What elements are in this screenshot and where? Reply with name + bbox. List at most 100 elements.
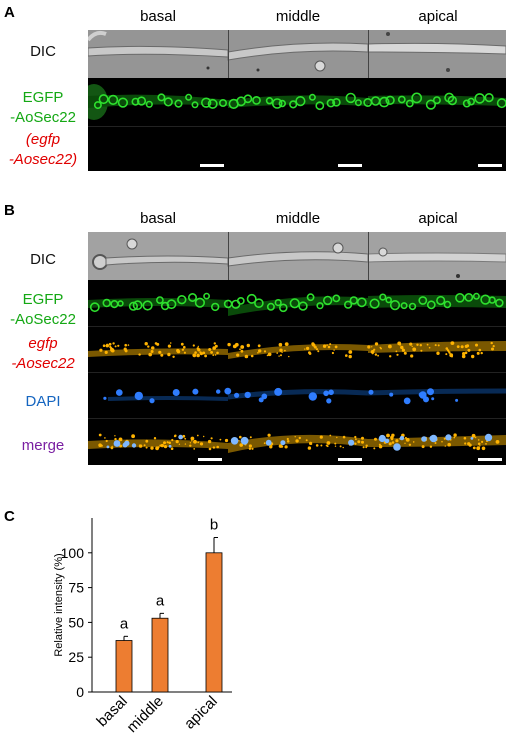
fluorescent-spot — [286, 437, 289, 441]
fluorescent-punctum — [298, 301, 308, 311]
fluorescent-spot — [134, 391, 143, 401]
fluorescent-spot — [470, 437, 474, 440]
fluorescent-spot — [456, 345, 460, 348]
fluorescent-spot — [192, 388, 199, 395]
fluorescent-spot — [333, 349, 335, 351]
fluorescent-punctum — [408, 302, 417, 311]
fluorescent-spot — [481, 446, 486, 451]
fluorescent-spot — [114, 435, 116, 437]
fluorescent-spot — [484, 433, 493, 442]
panel-b-col-apical: apical — [418, 210, 458, 227]
fluorescent-spot — [354, 442, 357, 445]
fluorescent-punctum — [89, 302, 100, 313]
fluorescent-spot — [471, 354, 475, 359]
fluorescent-spot — [239, 435, 242, 439]
panel-b-row-egfp-2: -AoSec22 — [10, 311, 76, 328]
fluorescent-punctum — [98, 94, 109, 105]
fluorescent-spot — [172, 355, 175, 358]
fluorescent-spot — [361, 440, 364, 444]
fluorescent-spot — [354, 435, 357, 439]
fluorescent-spot — [236, 353, 240, 357]
fluorescent-spot — [207, 439, 212, 444]
fluorescent-spot — [116, 389, 123, 396]
fluorescent-spot — [191, 440, 193, 442]
fluorescent-spot — [145, 446, 148, 449]
fluorescent-spot — [176, 349, 181, 354]
fluorescent-spot — [445, 434, 452, 441]
fluorescent-spot — [251, 447, 254, 450]
fluorescent-punctum — [131, 97, 140, 106]
category-label-apical: apical — [181, 693, 221, 733]
fluorescent-spot — [210, 437, 213, 440]
fluorescent-spot — [315, 348, 319, 351]
fluorescent-punctum — [203, 292, 210, 300]
fluorescent-spot — [374, 342, 379, 346]
scale-bar — [338, 458, 362, 461]
fluorescent-punctum — [157, 93, 166, 102]
fluorescent-punctum — [315, 101, 325, 111]
fluorescent-punctum — [455, 292, 465, 303]
fluorescent-punctum — [289, 298, 300, 309]
fluorescent-spot — [163, 441, 166, 445]
fluorescent-spot — [447, 442, 452, 447]
fluorescent-spot — [429, 435, 435, 441]
fluorescent-spot — [403, 351, 407, 355]
fluorescent-spot — [434, 442, 437, 444]
fluorescent-spot — [445, 353, 448, 356]
fluorescent-spot — [127, 344, 130, 346]
panel-b-row-dapi: DAPI — [25, 393, 61, 410]
fluorescent-spot — [396, 353, 399, 356]
fluorescent-spot — [298, 436, 301, 440]
fluorescent-punctum — [163, 97, 173, 107]
fluorescent-spot — [314, 346, 317, 349]
fluorescent-spot — [199, 352, 203, 356]
fluorescent-punctum — [145, 100, 153, 108]
significance-label: a — [120, 615, 129, 632]
fluorescent-spot — [230, 437, 239, 445]
fluorescent-spot — [138, 444, 143, 448]
fluorescent-spot — [244, 354, 249, 359]
fluorescent-punctum — [397, 95, 406, 104]
fluorescent-spot — [160, 353, 164, 357]
fluorescent-punctum — [356, 297, 367, 308]
fluorescent-punctum — [405, 99, 414, 108]
fluorescent-spot — [110, 349, 112, 352]
fluorescent-spot — [472, 446, 476, 450]
fluorescent-punctum — [316, 302, 324, 310]
fluorescent-spot — [196, 353, 200, 358]
fluorescent-spot — [216, 389, 221, 394]
fluorescent-spot — [309, 441, 313, 445]
fluorescent-spot — [224, 438, 229, 443]
fluorescent-spot — [197, 345, 199, 348]
fluorescent-spot — [404, 436, 407, 439]
fluorescent-spot — [444, 445, 446, 447]
fluorescent-punctum — [266, 302, 275, 311]
fluorescent-punctum — [102, 298, 111, 308]
fluorescent-spot — [377, 354, 379, 357]
y-tick-label: 100 — [61, 545, 85, 561]
fluorescent-spot — [386, 433, 390, 438]
fluorescent-punctum — [191, 101, 199, 109]
fluorescent-spot — [339, 445, 342, 448]
fluorescent-spot — [239, 348, 241, 351]
fluorescent-spot — [441, 440, 443, 443]
fluorescent-spot — [284, 445, 288, 449]
fluorescent-spot — [428, 346, 431, 349]
fluorescent-punctum — [254, 298, 264, 309]
fluorescent-spot — [163, 445, 168, 449]
fluorescent-spot — [471, 433, 476, 438]
fluorescent-spot — [451, 355, 453, 358]
fluorescent-spot — [279, 348, 283, 352]
fluorescent-spot — [212, 354, 215, 356]
fluorescent-spot — [105, 439, 108, 443]
fluorescent-spot — [117, 344, 120, 347]
fluorescent-spot — [467, 348, 471, 352]
fluorescent-spot — [367, 345, 371, 349]
category-label-middle: middle — [124, 693, 167, 736]
fluorescent-spot — [405, 438, 410, 442]
fluorescent-spot — [143, 444, 146, 447]
fluorescent-spot — [384, 438, 390, 444]
fluorescent-spot — [110, 348, 115, 353]
panel-a-letter: A — [4, 4, 15, 21]
scale-bar — [478, 164, 502, 167]
